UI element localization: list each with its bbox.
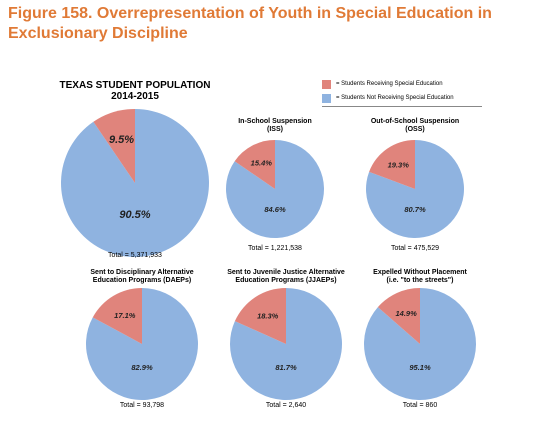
chart-total: Total = 93,798 <box>119 402 165 409</box>
pie-label-not-special: 84.6% <box>264 205 286 214</box>
pie-label-special: 14.9% <box>395 309 417 318</box>
pie-label-not-special: 95.1% <box>409 363 431 372</box>
pie-label-special: 19.3% <box>388 160 410 169</box>
pie-slice-special <box>369 140 415 189</box>
chart-title-line-1: Sent to Juvenile Justice Alternative <box>227 269 345 276</box>
pie-svg: 19.3% 80.7% <box>366 140 464 238</box>
pie-slice-special <box>93 109 135 183</box>
chart-total: Total = 860 <box>402 402 438 409</box>
figure-title: Figure 158. Overrepresentation of Youth … <box>8 5 492 42</box>
pie-svg: 15.4% 84.6% <box>226 140 324 238</box>
chart-title: In-School Suspension (ISS) <box>225 118 325 134</box>
pie-svg: 9.5% 90.5% <box>60 109 209 257</box>
chart-title: Sent to Disciplinary Alternative Educati… <box>82 269 202 285</box>
chart-total: Total = 5,371,933 <box>108 252 162 259</box>
chart-title-line-2: 2014-2015 <box>111 91 159 102</box>
legend-swatch-not-special <box>322 94 331 103</box>
chart-title: Expelled Without Placement (i.e. "to the… <box>360 269 480 285</box>
chart-title-line-2: Education Programs (DAEPs) <box>92 277 192 284</box>
chart-title-line-1: Out-of-School Suspension <box>370 118 460 125</box>
chart-total: Total = 1,221,538 <box>248 245 302 252</box>
pie-label-special: 17.1% <box>114 311 136 320</box>
pie-label-special: 18.3% <box>257 311 279 320</box>
pie-chart-expelled: Expelled Without Placement (i.e. "to the… <box>360 269 480 417</box>
pie-chart-texas-population: TEXAS STUDENT POPULATION 2014-2015 9.5% 9… <box>55 80 215 268</box>
legend-label-not-special: = Students Not Receiving Special Educati… <box>336 95 454 101</box>
chart-title-line-2: (ISS) <box>267 126 283 133</box>
pie-slice-special <box>377 288 420 344</box>
pie-svg: 18.3% 81.7% <box>230 288 342 400</box>
chart-title-line-1: TEXAS STUDENT POPULATION <box>59 80 211 91</box>
pie-chart-daeps: Sent to Disciplinary Alternative Educati… <box>82 269 202 417</box>
pie-slice-special <box>234 140 275 189</box>
legend: = Students Receiving Special Education =… <box>322 78 492 107</box>
chart-title: Sent to Juvenile Justice Alternative Edu… <box>226 269 346 285</box>
pie-chart-jjaeps: Sent to Juvenile Justice Alternative Edu… <box>226 269 346 417</box>
pie-label-not-special: 82.9% <box>131 363 153 372</box>
chart-total: Total = 2,640 <box>265 402 307 409</box>
pie-slice-special <box>92 288 142 344</box>
chart-title-line-1: Sent to Disciplinary Alternative <box>90 269 194 276</box>
pie-label-not-special: 80.7% <box>404 205 426 214</box>
legend-item-special: = Students Receiving Special Education <box>322 78 492 92</box>
pie-chart-oss: Out-of-School Suspension (OSS) 19.3% 80.7… <box>365 118 465 258</box>
chart-title-line-2: (i.e. "to the streets") <box>386 277 454 284</box>
pie-label-not-special: 81.7% <box>275 363 297 372</box>
chart-title-line-2: (OSS) <box>405 126 425 133</box>
chart-total: Total = 475,529 <box>390 245 440 252</box>
pie-svg: 17.1% 82.9% <box>85 288 198 400</box>
pie-label-special: 15.4% <box>251 159 273 168</box>
chart-title: TEXAS STUDENT POPULATION 2014-2015 <box>55 80 215 102</box>
pie-chart-iss: In-School Suspension (ISS) 15.4% 84.6% To… <box>225 118 325 258</box>
chart-title-line-1: Expelled Without Placement <box>373 269 467 276</box>
pie-svg: 14.9% 95.1% <box>364 288 476 400</box>
chart-title-line-1: In-School Suspension <box>238 118 312 125</box>
pie-slice-not-special <box>60 109 209 257</box>
chart-title: Out-of-School Suspension (OSS) <box>365 118 465 134</box>
chart-title-line-2: Education Programs (JJAEPs) <box>235 277 337 284</box>
pie-label-not-special: 90.5% <box>119 209 150 221</box>
legend-divider <box>322 106 482 107</box>
pie-slice-not-special <box>85 288 198 400</box>
legend-label-special: = Students Receiving Special Education <box>336 81 443 87</box>
pie-slice-special <box>234 288 286 344</box>
legend-item-not-special: = Students Not Receiving Special Educati… <box>322 92 492 106</box>
legend-swatch-special <box>322 80 331 89</box>
pie-label-special: 9.5% <box>109 134 134 146</box>
